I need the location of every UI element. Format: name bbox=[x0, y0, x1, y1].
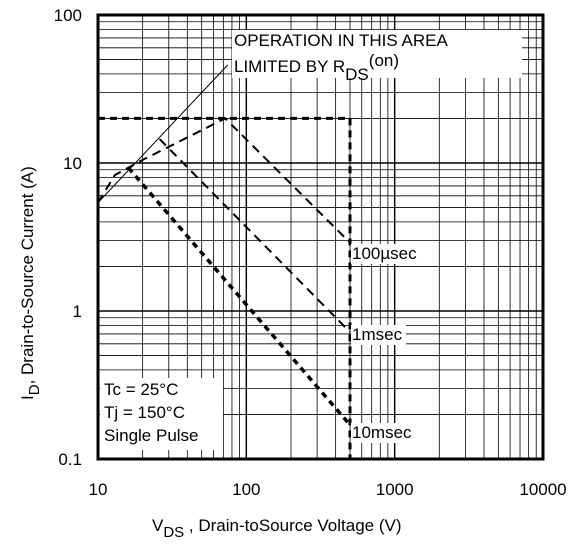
chart-lines bbox=[97, 64, 352, 459]
annotation-line1: OPERATION IN THIS AREA bbox=[234, 31, 448, 50]
y-tick-label: 100 bbox=[54, 6, 82, 25]
series-line-1msec bbox=[158, 138, 351, 333]
x-axis-label: VDS , Drain-toSource Voltage (V) bbox=[152, 516, 402, 541]
x-tick-label: 1000 bbox=[376, 480, 414, 499]
y-tick-label: 1 bbox=[73, 302, 82, 321]
y-tick-label: 10 bbox=[63, 154, 82, 173]
condition-text: Tj = 150°C bbox=[104, 403, 185, 422]
plot-frame bbox=[96, 13, 545, 461]
annotation-main: LIMITED BY R bbox=[234, 57, 345, 76]
y-axis-label-main: I bbox=[18, 395, 37, 400]
series-label-bg bbox=[351, 325, 406, 345]
series-label-bg bbox=[351, 423, 415, 443]
conditions-bg bbox=[100, 378, 223, 450]
series-label: 10msec bbox=[352, 423, 412, 442]
annotation-sup: (on) bbox=[369, 51, 399, 70]
y-axis-label-rest: , Drain-to-Source Current (A) bbox=[18, 166, 37, 384]
rds-on-limit-line bbox=[97, 64, 229, 203]
series-line-10msec bbox=[126, 166, 352, 427]
x-axis-label-sub: DS bbox=[163, 524, 184, 541]
condition-text: Single Pulse bbox=[104, 426, 199, 445]
y-axis-label: ID, Drain-to-Source Current (A) bbox=[18, 166, 43, 400]
y-tick-label: 0.1 bbox=[58, 450, 82, 469]
x-tick-label: 10 bbox=[89, 480, 108, 499]
x-tick-label: 100 bbox=[232, 480, 260, 499]
x-axis-label-main: V bbox=[152, 516, 164, 535]
annotation-line2: LIMITED BY RDS(on) bbox=[234, 51, 399, 84]
x-tick-label: 10000 bbox=[519, 480, 566, 499]
x-axis-label-rest: , Drain-toSource Voltage (V) bbox=[184, 516, 401, 535]
series-label: 1msec bbox=[352, 325, 403, 344]
annotation-bg bbox=[232, 30, 522, 78]
series-label: 100µsec bbox=[352, 244, 417, 263]
condition-text: Tc = 25°C bbox=[104, 380, 178, 399]
series-line-100µsec bbox=[97, 117, 351, 244]
annotation-sub: DS bbox=[345, 65, 369, 84]
y-axis-label-sub: D bbox=[26, 384, 43, 395]
series-label-bg bbox=[351, 244, 420, 264]
